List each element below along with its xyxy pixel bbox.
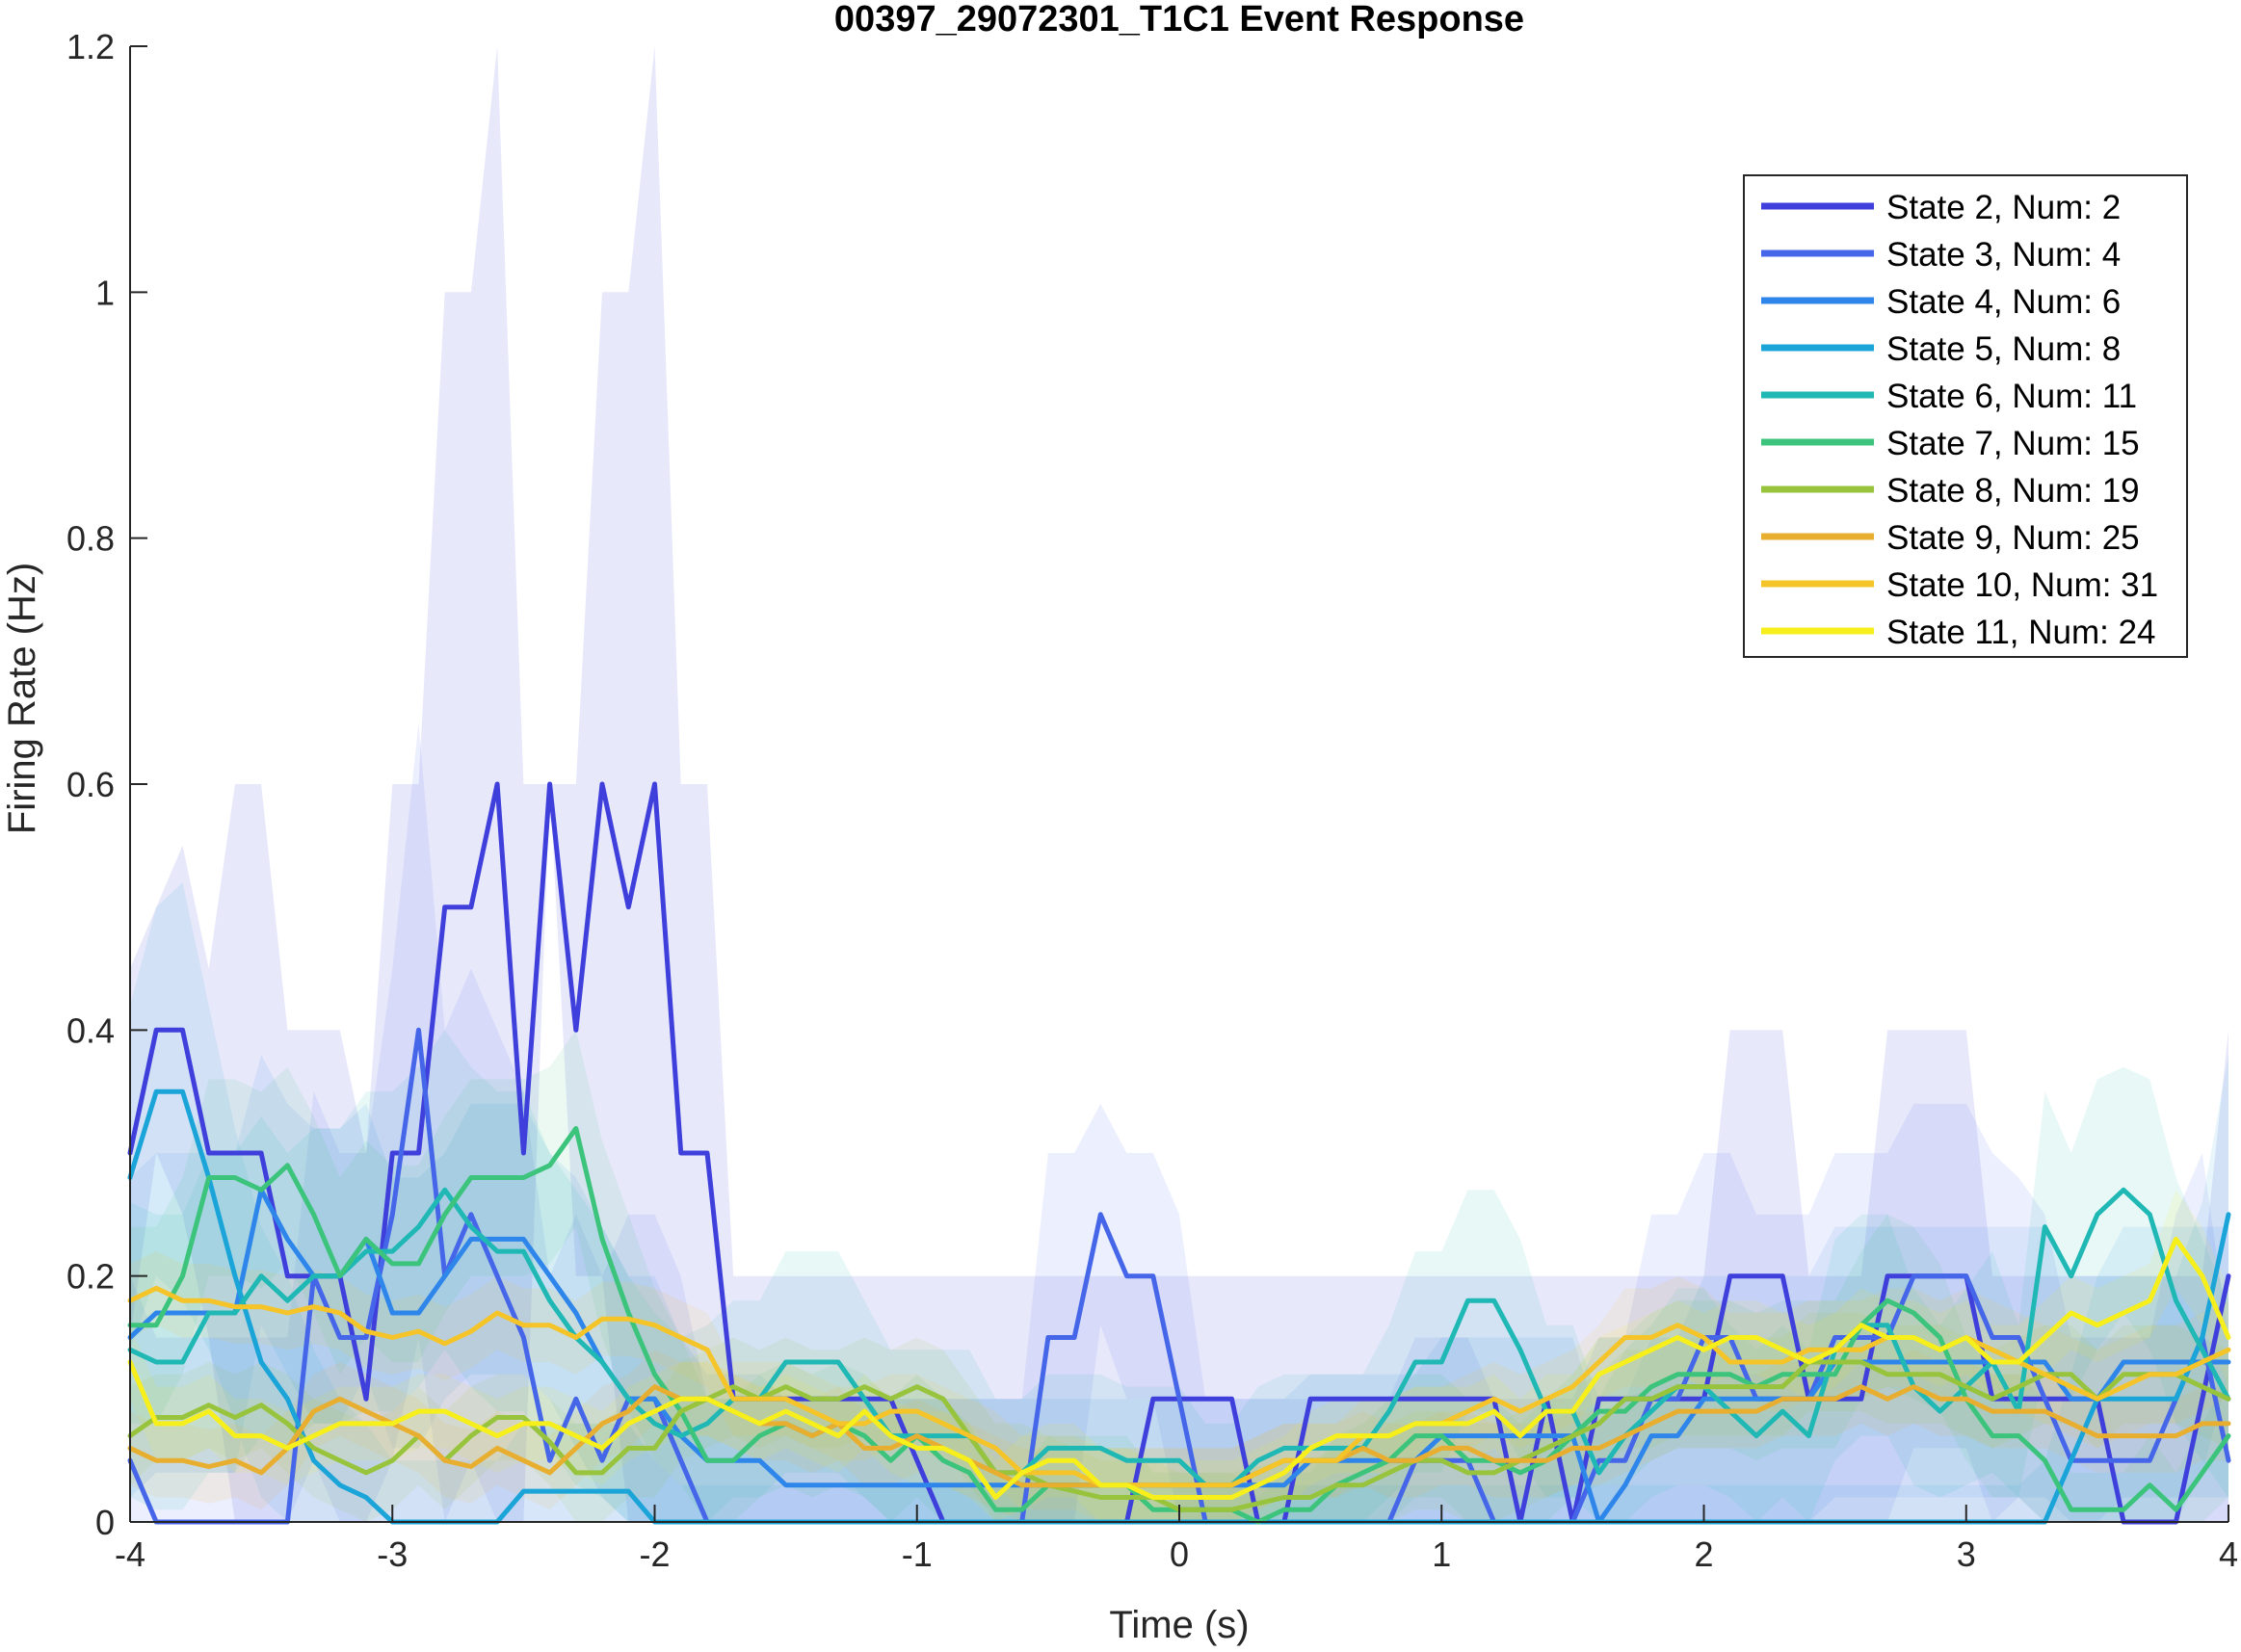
x-tick-label: 0	[1170, 1534, 1189, 1574]
series-line-state-11	[127, 1236, 2231, 1500]
error-band-state-11	[130, 1190, 2228, 1522]
y-tick-label: 0.2	[66, 1257, 115, 1297]
legend-label: State 5, Num: 8	[1886, 330, 2121, 368]
y-tick-label: 0.6	[66, 765, 115, 804]
legend-label: State 8, Num: 19	[1886, 472, 2140, 510]
legend-label: State 11, Num: 24	[1886, 614, 2156, 651]
error-band-state-4	[130, 1054, 2228, 1522]
y-tick-label: 0.4	[66, 1010, 115, 1050]
x-tick-label: 1	[1432, 1534, 1451, 1574]
series-line-state-6	[127, 1187, 2231, 1488]
legend-label: State 4, Num: 6	[1886, 283, 2121, 321]
legend: State 2, Num: 2 State 3, Num: 4 State 4, N…	[1743, 174, 2188, 658]
legend-items: State 2, Num: 2 State 3, Num: 4 State 4, N…	[1761, 189, 2158, 651]
chart-title: 00397_29072301_T1C1 Event Response	[834, 0, 1524, 39]
y-tick-label: 1.2	[66, 27, 115, 66]
y-tick-label: 0.8	[66, 519, 115, 559]
error-band-state-2	[130, 46, 2228, 1522]
error-band-state-3	[130, 722, 2228, 1522]
y-tick-label: 1	[95, 273, 115, 312]
series-line-state-10	[127, 1285, 2231, 1488]
legend-label: State 6, Num: 11	[1886, 378, 2137, 415]
x-tick-label: -1	[902, 1534, 933, 1574]
legend-label: State 3, Num: 4	[1886, 236, 2121, 274]
error-band-state-10	[130, 1251, 2228, 1522]
x-tick-label: 2	[1694, 1534, 1713, 1574]
x-tick-label: -3	[377, 1534, 408, 1574]
legend-label: State 2, Num: 2	[1886, 189, 2121, 226]
x-tick-label: -2	[639, 1534, 670, 1574]
x-axis-label: Time (s)	[1109, 1604, 1249, 1646]
axis-ticks: -4 -3 -2 -1 0 1 2 3 4 0 0.2 0.4 0.6 0.8 1 1.2	[66, 27, 2238, 1574]
legend-label: State 10, Num: 31	[1886, 566, 2158, 604]
legend-label: State 9, Num: 25	[1886, 519, 2140, 557]
x-tick-label: 3	[1957, 1534, 1976, 1574]
error-band-state-8	[130, 1313, 2228, 1522]
legend-label: State 7, Num: 15	[1886, 425, 2140, 462]
x-tick-label: 4	[2219, 1534, 2238, 1574]
x-tick-label: -4	[115, 1534, 145, 1574]
y-axis-label: Firing Rate (Hz)	[1, 563, 43, 834]
y-tick-label: 0	[95, 1503, 115, 1542]
